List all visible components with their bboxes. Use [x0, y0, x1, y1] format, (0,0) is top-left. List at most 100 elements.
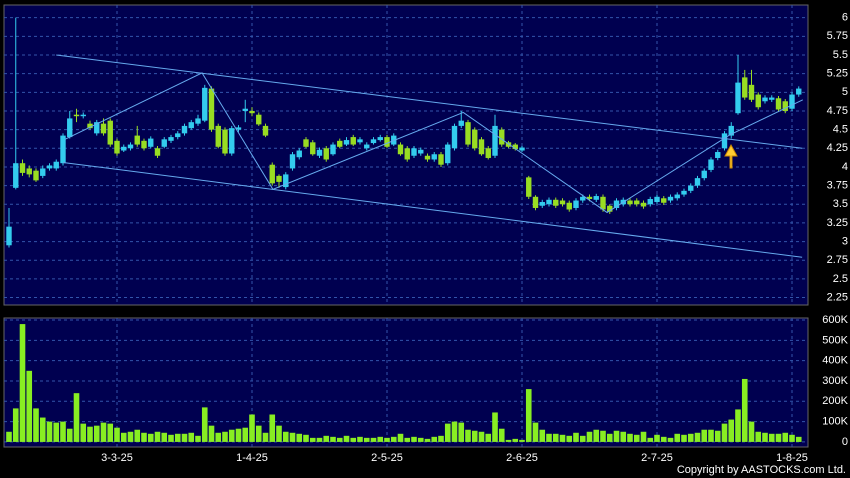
volume-bar: [485, 433, 492, 442]
candle-body: [235, 127, 242, 130]
candle-body: [681, 190, 687, 195]
volume-bar: [168, 434, 174, 442]
candle-body: [154, 148, 161, 156]
y-tick-label: 2.75: [827, 254, 848, 266]
volume-bar: [539, 429, 546, 442]
volume-bar: [687, 433, 694, 442]
volume-bar: [627, 433, 633, 442]
candle-body: [499, 129, 505, 145]
candle-body: [465, 122, 471, 145]
volume-bar: [505, 439, 512, 442]
candle-body: [195, 118, 201, 124]
candle-body: [94, 122, 100, 134]
trend-line: [56, 54, 803, 149]
volume-bar: [458, 422, 465, 442]
volume-bar: [228, 429, 235, 442]
candle-body: [485, 148, 491, 158]
candle-body: [438, 154, 444, 165]
candle-body: [526, 177, 532, 197]
volume-bar: [384, 437, 390, 442]
volume-bar: [343, 435, 350, 442]
candle-body: [269, 164, 275, 184]
candle-body: [762, 97, 768, 102]
candle-body: [121, 146, 127, 151]
volume-bar: [296, 433, 303, 442]
candle-body: [418, 149, 424, 154]
volume-bar: [694, 432, 701, 442]
candle-body: [512, 144, 518, 150]
candle-body: [73, 114, 80, 117]
candle-body: [181, 125, 188, 134]
y-tick-label: 4.5: [833, 124, 848, 136]
volume-bar: [471, 430, 478, 442]
y-tick-label: 600K: [822, 314, 848, 326]
candle-body: [640, 202, 647, 207]
candle-body: [775, 98, 782, 110]
volume-bar: [735, 409, 741, 442]
volume-bar: [667, 437, 674, 442]
candle-body: [559, 200, 566, 205]
volume-bar: [748, 421, 755, 442]
candle-body: [53, 161, 59, 169]
candle-body: [141, 140, 147, 149]
candle-body: [370, 139, 377, 144]
candle-body: [451, 125, 458, 149]
volume-bar: [654, 434, 660, 442]
candle-body: [114, 140, 120, 154]
volume-bar: [613, 430, 620, 442]
volume-bar: [161, 432, 168, 442]
volume-bar: [350, 437, 357, 442]
x-tick-label: 1-8-25: [776, 452, 808, 464]
volume-bar: [633, 434, 640, 442]
candle-body: [100, 123, 107, 134]
candle-body: [796, 88, 802, 95]
candle-body: [343, 140, 350, 145]
volume-bar: [708, 429, 714, 442]
volume-bar: [600, 430, 606, 442]
candle-body: [728, 125, 734, 136]
volume-bar: [208, 425, 215, 442]
candle-body: [546, 199, 552, 205]
volume-bar: [289, 432, 296, 442]
volume-bar: [12, 408, 19, 442]
volume-bar: [465, 429, 471, 442]
copyright: Copyright by AASTOCKS.com Ltd.: [677, 464, 846, 476]
volume-bar: [316, 437, 323, 442]
candle-body: [661, 198, 667, 203]
y-tick-label: 3: [842, 235, 848, 247]
x-tick-label: 2-7-25: [641, 452, 673, 464]
candle-body: [175, 133, 181, 138]
candle-body: [364, 144, 370, 149]
volume-bar: [120, 432, 127, 442]
candle-body: [60, 135, 66, 164]
candle-body: [19, 163, 26, 173]
volume-bar: [269, 414, 276, 442]
y-tick-label: 3.25: [827, 217, 848, 229]
volume-bar: [60, 421, 66, 442]
volume-bar: [438, 435, 444, 442]
volume-bar: [323, 435, 330, 442]
candle-body: [127, 144, 134, 149]
y-tick-label: 2.25: [827, 291, 848, 303]
candle-body: [613, 200, 620, 208]
trend-line: [62, 161, 803, 258]
plot: 6 5.75 5.5 5.25 5 4.75 4.5 4.25 4 3.75 3.5 3.25 3 2.7…: [4, 5, 849, 464]
candle-body: [519, 147, 525, 151]
volume-bar: [620, 431, 627, 442]
volume-bar: [39, 417, 46, 442]
volume-bar: [606, 433, 613, 442]
volume-bar: [370, 437, 377, 442]
y-tick-label: 4.75: [827, 105, 848, 117]
candle-body: [411, 148, 417, 156]
candle-body: [208, 88, 215, 130]
candle-body: [303, 139, 309, 147]
candle-body: [404, 148, 410, 160]
volume-bar: [336, 437, 343, 442]
candle-body: [586, 196, 593, 200]
volume-bar: [660, 436, 667, 442]
volume-bar: [424, 438, 431, 442]
candle-body: [782, 101, 788, 111]
volume-bar: [303, 434, 309, 442]
candle-body: [789, 94, 795, 109]
